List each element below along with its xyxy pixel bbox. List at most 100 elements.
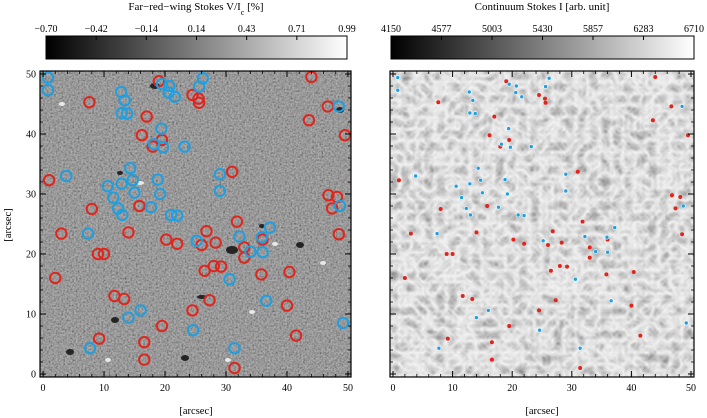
red-marker [511, 237, 516, 242]
blue-marker [101, 180, 114, 193]
blue-marker [563, 188, 569, 194]
red-marker [470, 297, 475, 301]
red-marker [408, 231, 413, 236]
red-marker [228, 361, 241, 375]
blue-marker [605, 249, 610, 255]
red-marker [91, 247, 105, 261]
blue-marker [513, 90, 519, 95]
blue-marker [106, 191, 120, 204]
blue-marker [540, 238, 546, 244]
blue-marker [115, 106, 128, 120]
red-marker [152, 75, 166, 88]
red-marker [198, 264, 211, 277]
left-ylabel: [arcsec] [3, 208, 14, 241]
red-marker [545, 243, 550, 247]
red-marker [543, 100, 548, 105]
red-marker [155, 319, 169, 333]
blue-marker [155, 122, 168, 135]
red-marker [138, 353, 151, 366]
red-marker [140, 110, 153, 123]
blue-marker [474, 315, 479, 320]
red-marker [565, 264, 570, 269]
red-marker [669, 193, 674, 198]
left-ytick-label: 40 [26, 130, 36, 141]
red-marker [42, 174, 56, 187]
red-marker [200, 225, 213, 238]
right-colorbar-tick-label: 5857 [583, 24, 603, 35]
blue-marker [260, 294, 273, 307]
blue-marker [186, 324, 200, 337]
blue-marker [116, 208, 129, 222]
red-marker [550, 229, 555, 234]
left-colorbar-tick-label: 0.99 [338, 24, 356, 35]
red-marker [85, 202, 99, 216]
red-marker [396, 178, 401, 183]
blue-marker [683, 320, 689, 326]
red-marker [192, 92, 205, 105]
blue-marker [153, 187, 167, 201]
blue-marker [155, 78, 169, 91]
blue-marker [436, 345, 442, 351]
red-marker [332, 228, 346, 241]
red-marker [230, 215, 244, 228]
blue-marker [413, 173, 418, 179]
blue-marker [478, 177, 483, 183]
red-marker [485, 204, 490, 208]
red-marker [548, 268, 553, 273]
blue-marker [196, 72, 210, 85]
blue-marker [81, 227, 95, 240]
left-ytick-label: 10 [26, 310, 36, 321]
blue-marker [573, 276, 578, 282]
left-ytick-label: 20 [26, 250, 36, 261]
red-marker [436, 100, 441, 105]
blue-marker [395, 75, 401, 80]
red-marker [117, 292, 131, 306]
red-marker [207, 259, 220, 273]
right-colorbar-title: Continuum Stokes I [arb. unit] [475, 1, 610, 13]
red-marker [138, 336, 151, 349]
blue-marker [528, 144, 534, 149]
red-marker [444, 252, 449, 256]
blue-marker [178, 140, 191, 153]
blue-marker [521, 213, 527, 218]
blue-marker [190, 234, 203, 248]
blue-marker [233, 230, 246, 243]
red-marker [492, 114, 497, 119]
blue-marker [467, 181, 473, 187]
blue-marker [468, 212, 473, 218]
left-colorbar: Far−red−wing Stokes V/Ic [%] −0.70 −0.42−… [34, 1, 356, 60]
blue-marker [543, 84, 548, 89]
blue-marker [467, 110, 473, 116]
blue-marker [514, 83, 519, 89]
blue-marker [604, 234, 610, 240]
blue-marker [515, 212, 521, 218]
red-marker [678, 195, 683, 199]
right-xtick-label: 10 [448, 383, 458, 394]
red-marker [289, 329, 303, 342]
blue-marker [255, 231, 269, 244]
red-marker [680, 232, 685, 237]
red-marker [255, 268, 268, 281]
left-markers [41, 71, 351, 375]
blue-marker [453, 183, 459, 189]
red-marker [122, 226, 135, 239]
red-marker [203, 294, 216, 307]
red-marker [192, 96, 206, 110]
blue-marker [41, 71, 55, 84]
red-marker [474, 230, 479, 235]
red-marker [160, 233, 173, 246]
left-axes: 0 10 20 30 40 50 0 10 20 30 40 50 [26, 70, 353, 395]
blue-marker [475, 165, 481, 171]
red-marker [557, 264, 562, 268]
blue-marker [164, 208, 178, 222]
blue-marker [124, 162, 137, 175]
blue-marker [223, 273, 236, 286]
blue-marker [593, 249, 598, 254]
blue-marker [546, 75, 552, 81]
blue-marker [122, 311, 135, 324]
blue-marker [470, 98, 476, 103]
blue-marker [163, 79, 176, 93]
blue-marker [213, 168, 227, 181]
red-marker [578, 366, 583, 370]
